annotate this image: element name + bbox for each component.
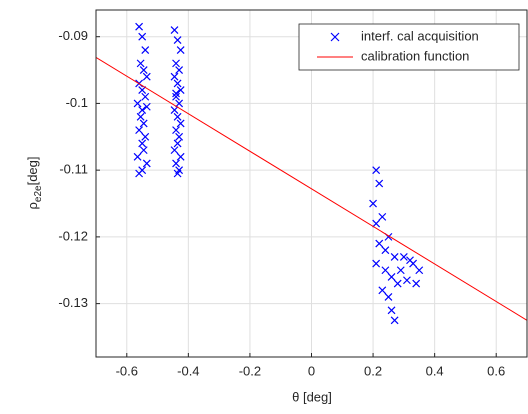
point [175, 132, 184, 141]
point [381, 246, 390, 255]
point [372, 166, 381, 175]
point [175, 66, 184, 74]
y-label-unit: [deg] [25, 156, 40, 185]
point [393, 279, 402, 288]
x-tick-label: -0.2 [239, 363, 261, 378]
point [142, 159, 151, 168]
point [172, 159, 180, 168]
line [96, 56, 527, 321]
point [173, 139, 182, 148]
y-tick-label: -0.13 [58, 295, 88, 310]
point [142, 72, 151, 81]
point [412, 279, 421, 288]
y-label-subscript: e2e [33, 185, 44, 202]
legend-label: interf. cal acquisition [361, 28, 479, 43]
x-tick-label: 0.6 [487, 363, 505, 378]
y-label-symbol: ρ [25, 202, 40, 209]
y-tick-label: -0.12 [58, 228, 88, 243]
point [399, 252, 408, 261]
point [415, 266, 424, 275]
point [138, 139, 147, 148]
y-tick-label: -0.1 [66, 95, 88, 110]
x-tick-label: 0.2 [364, 363, 382, 378]
y-axis-label: ρe2e[deg] [25, 156, 43, 209]
y-tick-label: -0.09 [58, 28, 88, 43]
point [141, 132, 150, 141]
point [135, 126, 144, 135]
point [138, 86, 147, 95]
point [133, 152, 142, 161]
point [378, 286, 387, 295]
point [176, 86, 185, 95]
axes-frame [95, 9, 528, 358]
point [170, 106, 179, 115]
y-tick-label: -0.11 [59, 162, 88, 177]
x-tick-label: -0.6 [116, 363, 138, 378]
point [141, 46, 150, 54]
plot-marks [96, 22, 527, 325]
point [173, 79, 182, 88]
point [173, 112, 182, 121]
point [135, 169, 144, 178]
point [138, 106, 147, 115]
point [175, 99, 184, 108]
point [176, 46, 185, 54]
point [372, 259, 381, 268]
point [387, 306, 396, 315]
point [372, 219, 381, 228]
point [170, 146, 179, 155]
point [172, 126, 180, 135]
point [381, 266, 390, 275]
point [375, 239, 384, 248]
point [138, 32, 147, 41]
point [170, 72, 179, 81]
point [403, 276, 411, 285]
x-axis-label: θ [deg] [292, 389, 332, 404]
point [136, 112, 145, 121]
point [375, 179, 384, 188]
point [139, 146, 148, 155]
x-tick-label: 0 [308, 363, 315, 378]
point [369, 199, 377, 208]
point [173, 169, 182, 178]
point [378, 212, 387, 221]
point [390, 252, 399, 261]
point [133, 99, 142, 108]
point [176, 119, 185, 128]
point [172, 59, 180, 68]
point [172, 92, 180, 101]
point [396, 266, 405, 275]
point [173, 36, 182, 44]
point [142, 102, 151, 111]
point [172, 89, 180, 98]
point [135, 22, 144, 31]
legend-box [298, 23, 520, 71]
point [390, 316, 399, 325]
point [176, 152, 185, 161]
point [136, 59, 145, 68]
legend-marker [330, 32, 340, 42]
point [406, 256, 414, 265]
point [139, 119, 148, 128]
point [139, 66, 148, 74]
point [141, 92, 150, 101]
point [170, 26, 179, 34]
legend-label: calibration function [361, 48, 469, 63]
point [387, 272, 396, 281]
point [384, 293, 393, 301]
x-tick-label: 0.4 [426, 363, 444, 378]
x-tick-label: -0.4 [177, 363, 199, 378]
